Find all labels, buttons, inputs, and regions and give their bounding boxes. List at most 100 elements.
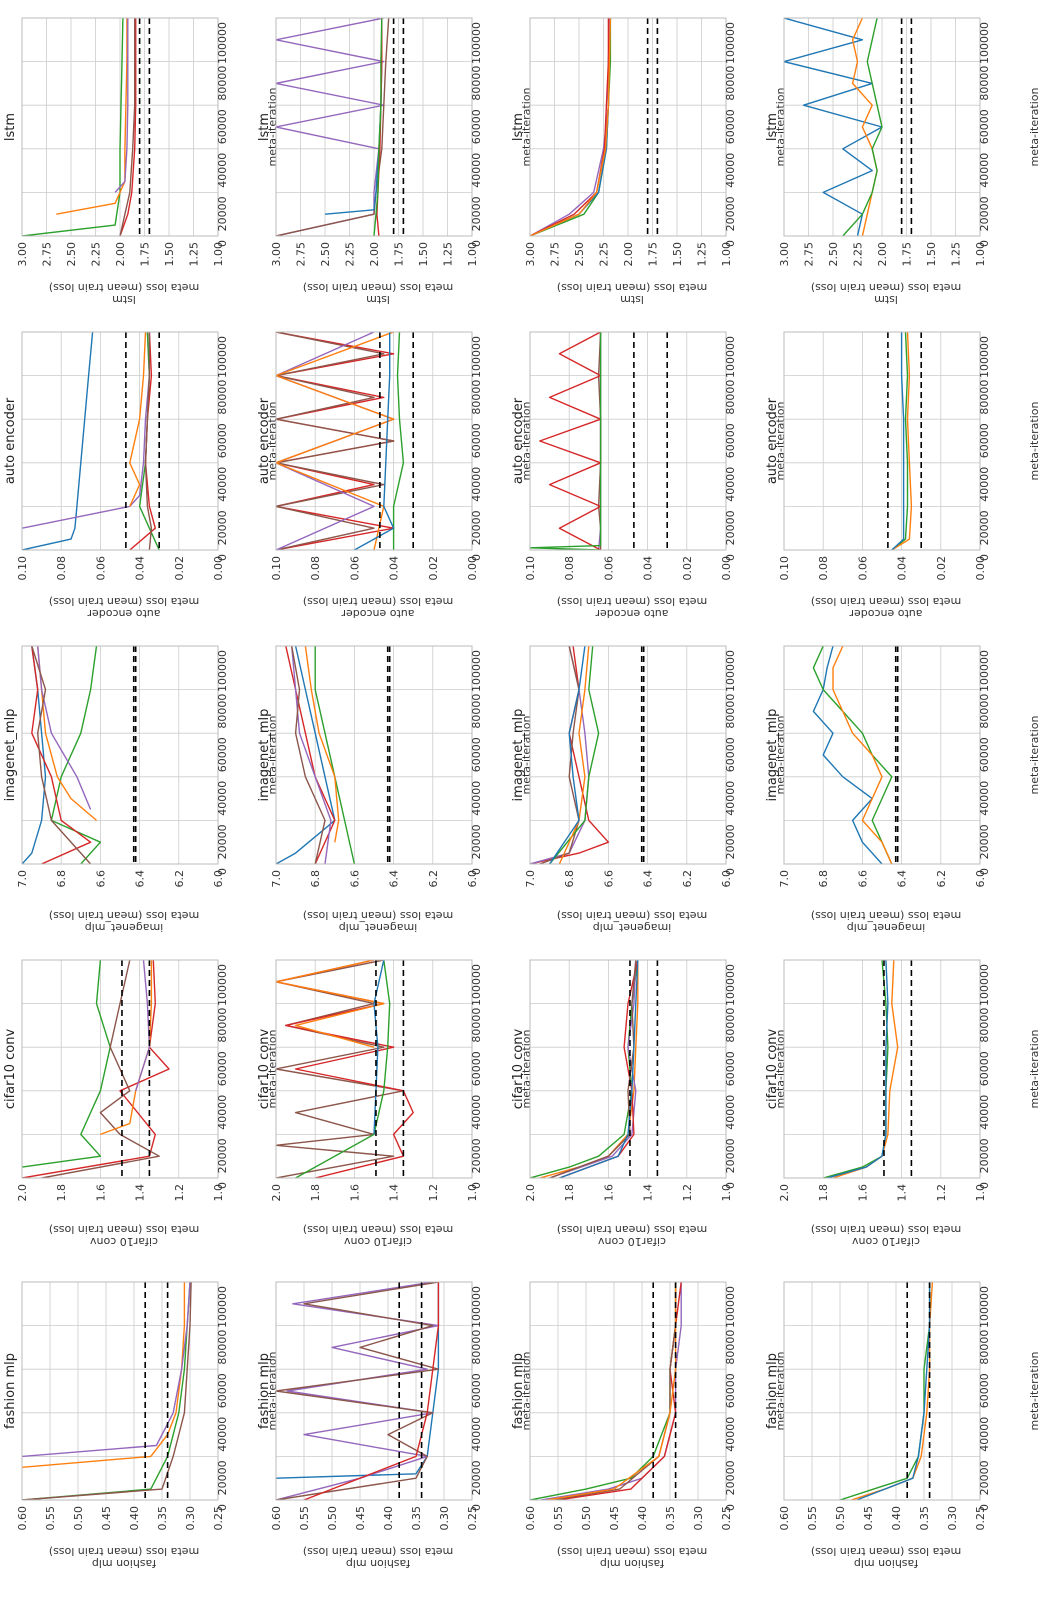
x-tick-label: 60000 <box>470 109 483 144</box>
x-tick-label: 20000 <box>216 1460 229 1495</box>
plot-frame <box>529 1281 727 1501</box>
x-tick-label: 100000 <box>216 650 229 692</box>
y-tick-label: 0.25 <box>212 1506 225 1531</box>
series-line-purple <box>135 960 151 1092</box>
y-tick-label: 6.8 <box>309 870 322 888</box>
series-line-purple <box>276 18 385 236</box>
x-tick-label: 20000 <box>724 510 737 545</box>
y-tick-label: 1.50 <box>417 242 430 267</box>
series-line-orange <box>129 332 147 507</box>
series-line-green <box>314 646 356 864</box>
y-axis-task-label: auto encoder <box>341 607 415 620</box>
y-tick-label: 0.45 <box>862 1506 875 1531</box>
plot-frame <box>21 959 219 1179</box>
series-line-orange <box>530 18 612 236</box>
x-tick-label: 20000 <box>724 1460 737 1495</box>
subplot-title: auto encoder <box>765 397 780 484</box>
x-tick-label: 60000 <box>470 737 483 772</box>
subplot-2-3: 1.0 1.2 1.4 1.6 1.8 2.0 0 20000 40000 60000 80000 1… <box>511 959 787 1248</box>
subplot-title: lstm <box>765 113 780 141</box>
y-tick-label: 0.50 <box>326 1506 339 1531</box>
series-line-brown <box>41 960 160 1178</box>
y-tick-label: 0.06 <box>856 556 869 581</box>
plot-frame <box>21 645 219 865</box>
y-tick-label: 1.0 <box>720 1184 733 1202</box>
y-tick-label: 0.08 <box>563 556 576 581</box>
x-tick-label: 60000 <box>216 109 229 144</box>
x-tick-label: 40000 <box>724 467 737 502</box>
x-tick-label: 0 <box>724 554 737 561</box>
plot-area <box>839 1282 934 1500</box>
subplot-title: imagenet_mlp <box>511 709 526 802</box>
y-tick-label: 0.60 <box>16 1506 29 1531</box>
plot-frame <box>529 645 727 865</box>
series-line-green <box>392 332 405 550</box>
x-tick-label: 0 <box>978 1504 991 1511</box>
plot-frame <box>21 1281 219 1501</box>
series-line-green <box>22 18 124 236</box>
x-tick-label: 100000 <box>724 336 737 378</box>
x-tick-label: 100000 <box>470 336 483 378</box>
series-line-red <box>376 18 383 236</box>
x-tick-label: 80000 <box>470 66 483 101</box>
y-tick-label: 0.60 <box>270 1506 283 1531</box>
plot-area <box>276 1282 440 1500</box>
plot-area <box>530 332 669 550</box>
x-tick-label: 100000 <box>978 1286 991 1328</box>
x-tick-label: 60000 <box>978 1051 991 1086</box>
y-tick-label: 1.00 <box>466 242 479 267</box>
x-tick-label: 100000 <box>216 336 229 378</box>
x-tick-label: 80000 <box>978 66 991 101</box>
subplot-2-4: 1.0 1.2 1.4 1.6 1.8 2.0 0 20000 40000 60000 80000 1… <box>765 959 1041 1248</box>
y-tick-label: 1.00 <box>974 242 987 267</box>
x-tick-label: 80000 <box>724 1330 737 1365</box>
y-tick-label: 1.6 <box>602 1184 615 1202</box>
series-line-brown <box>22 1282 192 1500</box>
series-line-green <box>295 960 391 1178</box>
y-tick-label: 0.00 <box>720 556 733 581</box>
y-tick-label: 6.0 <box>466 870 479 888</box>
y-tick-label: 6.0 <box>720 870 733 888</box>
y-tick-label: 0.00 <box>212 556 225 581</box>
series-line-orange <box>276 960 385 1048</box>
y-tick-label: 1.75 <box>393 242 406 267</box>
series-line-blue <box>549 646 586 864</box>
y-tick-label: 2.50 <box>827 242 840 267</box>
x-tick-label: 40000 <box>470 781 483 816</box>
x-tick-label: 0 <box>216 240 229 247</box>
y-axis-task-label: fashion mlp <box>600 1557 664 1570</box>
plot-frame <box>529 17 727 237</box>
subplot-2-1: 1.0 1.2 1.4 1.6 1.8 2.0 0 20000 40000 60000 80000 1… <box>3 959 279 1248</box>
y-tick-label: 6.0 <box>974 870 987 888</box>
y-tick-label: 0.30 <box>692 1506 705 1531</box>
x-tick-label: 0 <box>470 1504 483 1511</box>
series-line-brown <box>291 646 326 864</box>
y-axis-task-label: fashion mlp <box>346 1557 410 1570</box>
y-tick-label: 0.25 <box>466 1506 479 1531</box>
x-tick-label: 20000 <box>978 196 991 231</box>
series-line-orange <box>850 1282 934 1500</box>
plot-frame <box>21 17 219 237</box>
series-line-red <box>276 960 414 1178</box>
x-tick-label: 40000 <box>978 153 991 188</box>
y-tick-label: 2.0 <box>16 1184 29 1202</box>
x-tick-label: 60000 <box>470 423 483 458</box>
subplot-title: cifar10 conv <box>511 1029 526 1110</box>
x-tick-label: 20000 <box>724 824 737 859</box>
x-tick-label: 80000 <box>978 694 991 729</box>
series-line-green <box>823 960 889 1178</box>
y-tick-label: 1.2 <box>427 1184 440 1202</box>
series-line-red <box>557 1282 682 1500</box>
x-tick-label: 80000 <box>216 1008 229 1043</box>
subplot-1-4: 0.25 0.30 0.35 0.40 0.45 0.50 0.55 0.60 0 20000 40… <box>765 1281 1041 1570</box>
x-tick-label: 80000 <box>978 380 991 415</box>
series-line-green <box>22 960 111 1168</box>
x-tick-label: 80000 <box>978 1008 991 1043</box>
plot-area <box>22 18 151 236</box>
subplot-title: auto encoder <box>511 397 526 484</box>
subplot-title: auto encoder <box>257 397 272 484</box>
series-line-brown <box>539 646 580 864</box>
y-tick-label: 0.10 <box>270 556 283 581</box>
subplot-5-3: 1.00 1.25 1.50 1.75 2.00 2.25 2.50 2.75 3.00 0 200… <box>511 17 787 306</box>
